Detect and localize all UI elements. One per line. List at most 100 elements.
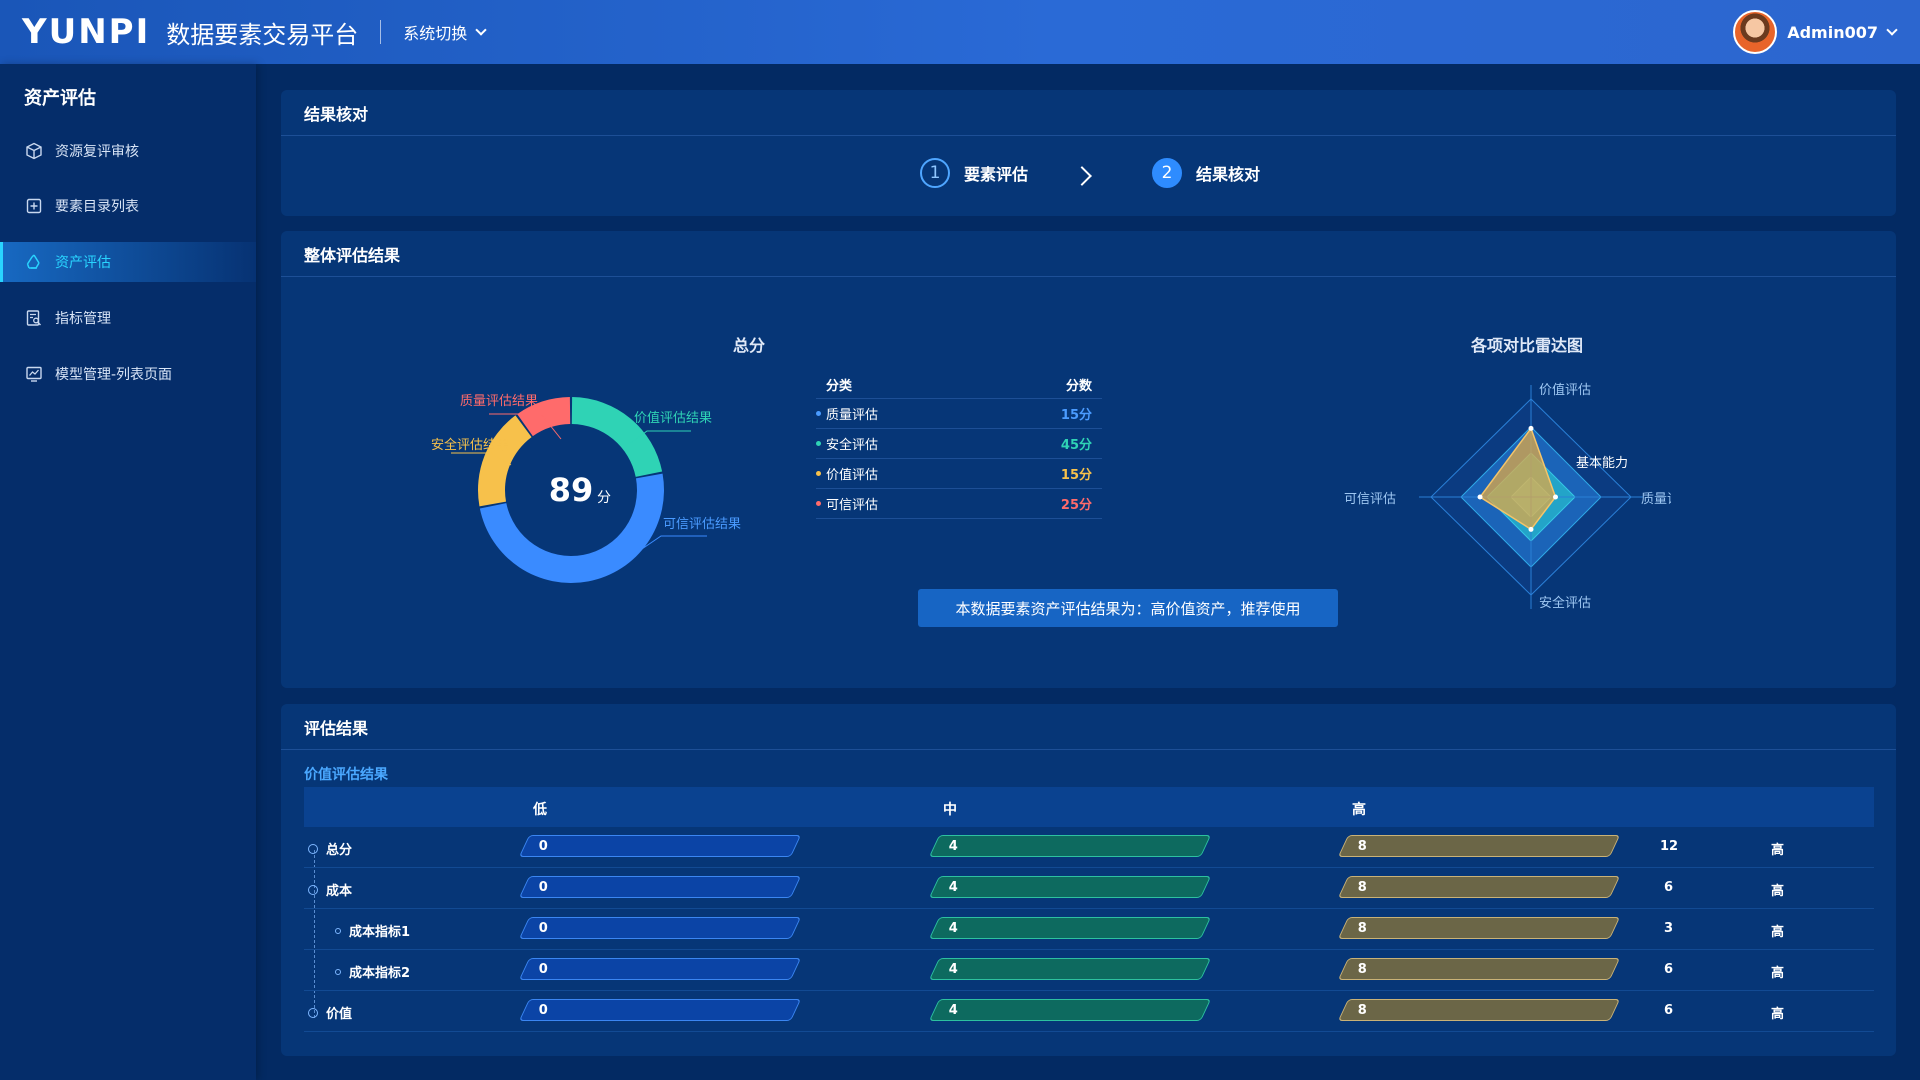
radar-label-top: 价值评估	[1539, 382, 1591, 398]
row-count: 12	[1660, 839, 1679, 854]
high-bar: 8	[1337, 876, 1621, 898]
radar-point	[1553, 494, 1558, 500]
low-bar: 0	[518, 917, 802, 939]
low-value: 0	[538, 839, 548, 854]
tree-node-icon[interactable]	[308, 1007, 318, 1018]
low-value: 0	[538, 962, 548, 977]
sidebar-item-asset-eval[interactable]: 资产评估	[0, 242, 256, 282]
user-menu[interactable]: Admin007	[1733, 10, 1898, 54]
donut-slice	[479, 473, 664, 583]
sidebar-item-metrics[interactable]: 指标管理	[0, 298, 256, 338]
low-bar: 0	[518, 835, 802, 857]
step-number: 1	[920, 158, 950, 188]
score-row: 质量评估 15分	[816, 399, 1102, 429]
system-switch-dropdown[interactable]: 系统切换	[403, 20, 487, 44]
cube-icon	[25, 142, 43, 160]
sidebar-item-model[interactable]: 模型管理-列表页面	[0, 354, 256, 394]
low-value: 0	[538, 921, 548, 936]
row-count: 6	[1664, 962, 1674, 977]
row-grade: 高	[1771, 1007, 1785, 1022]
high-value: 8	[1357, 1003, 1367, 1018]
chevron-right-icon	[1072, 166, 1092, 186]
radar-series-label: 基本能力	[1576, 456, 1628, 471]
system-switch-label: 系统切换	[403, 24, 468, 43]
mid-value: 4	[948, 1003, 958, 1018]
avatar[interactable]	[1733, 10, 1778, 54]
sidebar-item-label: 资源复评审核	[55, 144, 139, 160]
tree-node-icon[interactable]	[308, 843, 318, 854]
score-name: 安全评估	[826, 438, 879, 453]
score-row: 可信评估 25分	[816, 489, 1102, 519]
dot-icon	[816, 411, 821, 416]
panel-title: 结果核对	[281, 90, 1896, 136]
total-score-title: 总分	[733, 336, 766, 355]
score-value: 15分	[1060, 468, 1092, 483]
dot-icon	[816, 501, 821, 506]
donut-slice	[517, 397, 571, 437]
header-category: 分类	[826, 379, 853, 394]
add-box-icon	[25, 197, 43, 215]
chevron-down-icon	[475, 23, 487, 36]
row-count: 6	[1664, 1003, 1674, 1018]
dot-icon	[816, 441, 821, 446]
radar-point	[1528, 425, 1534, 431]
recycle-icon	[25, 253, 43, 271]
high-bar: 8	[1337, 958, 1621, 980]
row-grade: 高	[1771, 925, 1785, 940]
step-2[interactable]: 2 结果核对	[1152, 158, 1260, 188]
panel-title: 评估结果	[281, 704, 1896, 750]
panel-title: 整体评估结果	[281, 231, 1896, 277]
sidebar-item-resource-review[interactable]: 资源复评审核	[0, 131, 256, 171]
sidebar-item-label: 指标管理	[55, 311, 111, 327]
sidebar-item-catalog[interactable]: 要素目录列表	[0, 186, 256, 226]
document-search-icon	[25, 309, 43, 327]
mid-bar: 4	[928, 835, 1212, 857]
logo[interactable]: YUNPI	[22, 12, 151, 52]
platform-title: 数据要素交易平台	[166, 20, 359, 49]
overall-eval-panel: 整体评估结果 总分 各项对比雷达图 89 分 质量评估结果 价值评估结果 安全评…	[281, 231, 1896, 688]
top-header: YUNPI 数据要素交易平台 系统切换 Admin007	[0, 0, 1920, 64]
row-label: 成本指标1	[349, 925, 411, 940]
tree-node-icon[interactable]	[308, 884, 318, 895]
donut-label-safety: 安全评估结果	[431, 437, 509, 453]
step-label: 要素评估	[964, 165, 1029, 184]
high-value: 8	[1357, 839, 1367, 854]
mid-bar: 4	[928, 999, 1212, 1021]
row-grade: 高	[1771, 884, 1785, 899]
eval-subtitle: 价值评估结果	[304, 767, 388, 783]
tree-node-icon[interactable]	[335, 927, 341, 934]
donut-label-quality: 质量评估结果	[460, 394, 538, 409]
high-bar: 8	[1337, 999, 1621, 1021]
row-count: 6	[1664, 880, 1674, 895]
mid-bar: 4	[928, 958, 1212, 980]
header-low: 低	[533, 802, 547, 818]
tree-node-icon[interactable]	[335, 968, 341, 975]
step-1[interactable]: 1 要素评估	[920, 158, 1028, 188]
low-bar: 0	[518, 876, 802, 898]
result-check-panel: 结果核对 1 要素评估 2 结果核对	[281, 90, 1896, 216]
sidebar-item-label: 要素目录列表	[55, 199, 139, 215]
radar-label-bottom: 安全评估	[1539, 595, 1591, 611]
mid-bar: 4	[928, 876, 1212, 898]
table-row: 成本指标2 0 4 8 6 高	[304, 950, 1874, 991]
score-row: 价值评估 15分	[816, 459, 1102, 489]
eval-table-header: 低 中 高	[304, 787, 1874, 827]
low-value: 0	[538, 880, 548, 895]
sidebar-title: 资产评估	[24, 88, 96, 109]
sidebar-item-label: 模型管理-列表页面	[55, 367, 173, 383]
mid-value: 4	[948, 839, 958, 854]
row-grade: 高	[1771, 843, 1785, 858]
radar-point	[1477, 494, 1483, 500]
dot-icon	[816, 471, 821, 476]
total-score-unit: 分	[597, 490, 611, 506]
username: Admin007	[1787, 22, 1878, 42]
mid-value: 4	[948, 962, 958, 977]
row-count: 3	[1664, 921, 1674, 936]
score-name: 质量评估	[826, 408, 879, 423]
conclusion-banner: 本数据要素资产评估结果为：高价值资产，推荐使用	[918, 589, 1338, 627]
row-grade: 高	[1771, 966, 1785, 981]
radar-label-left: 可信评估	[1344, 492, 1396, 507]
leader-line	[451, 452, 512, 466]
total-score-value: 89	[549, 471, 594, 509]
step-number: 2	[1152, 158, 1182, 188]
